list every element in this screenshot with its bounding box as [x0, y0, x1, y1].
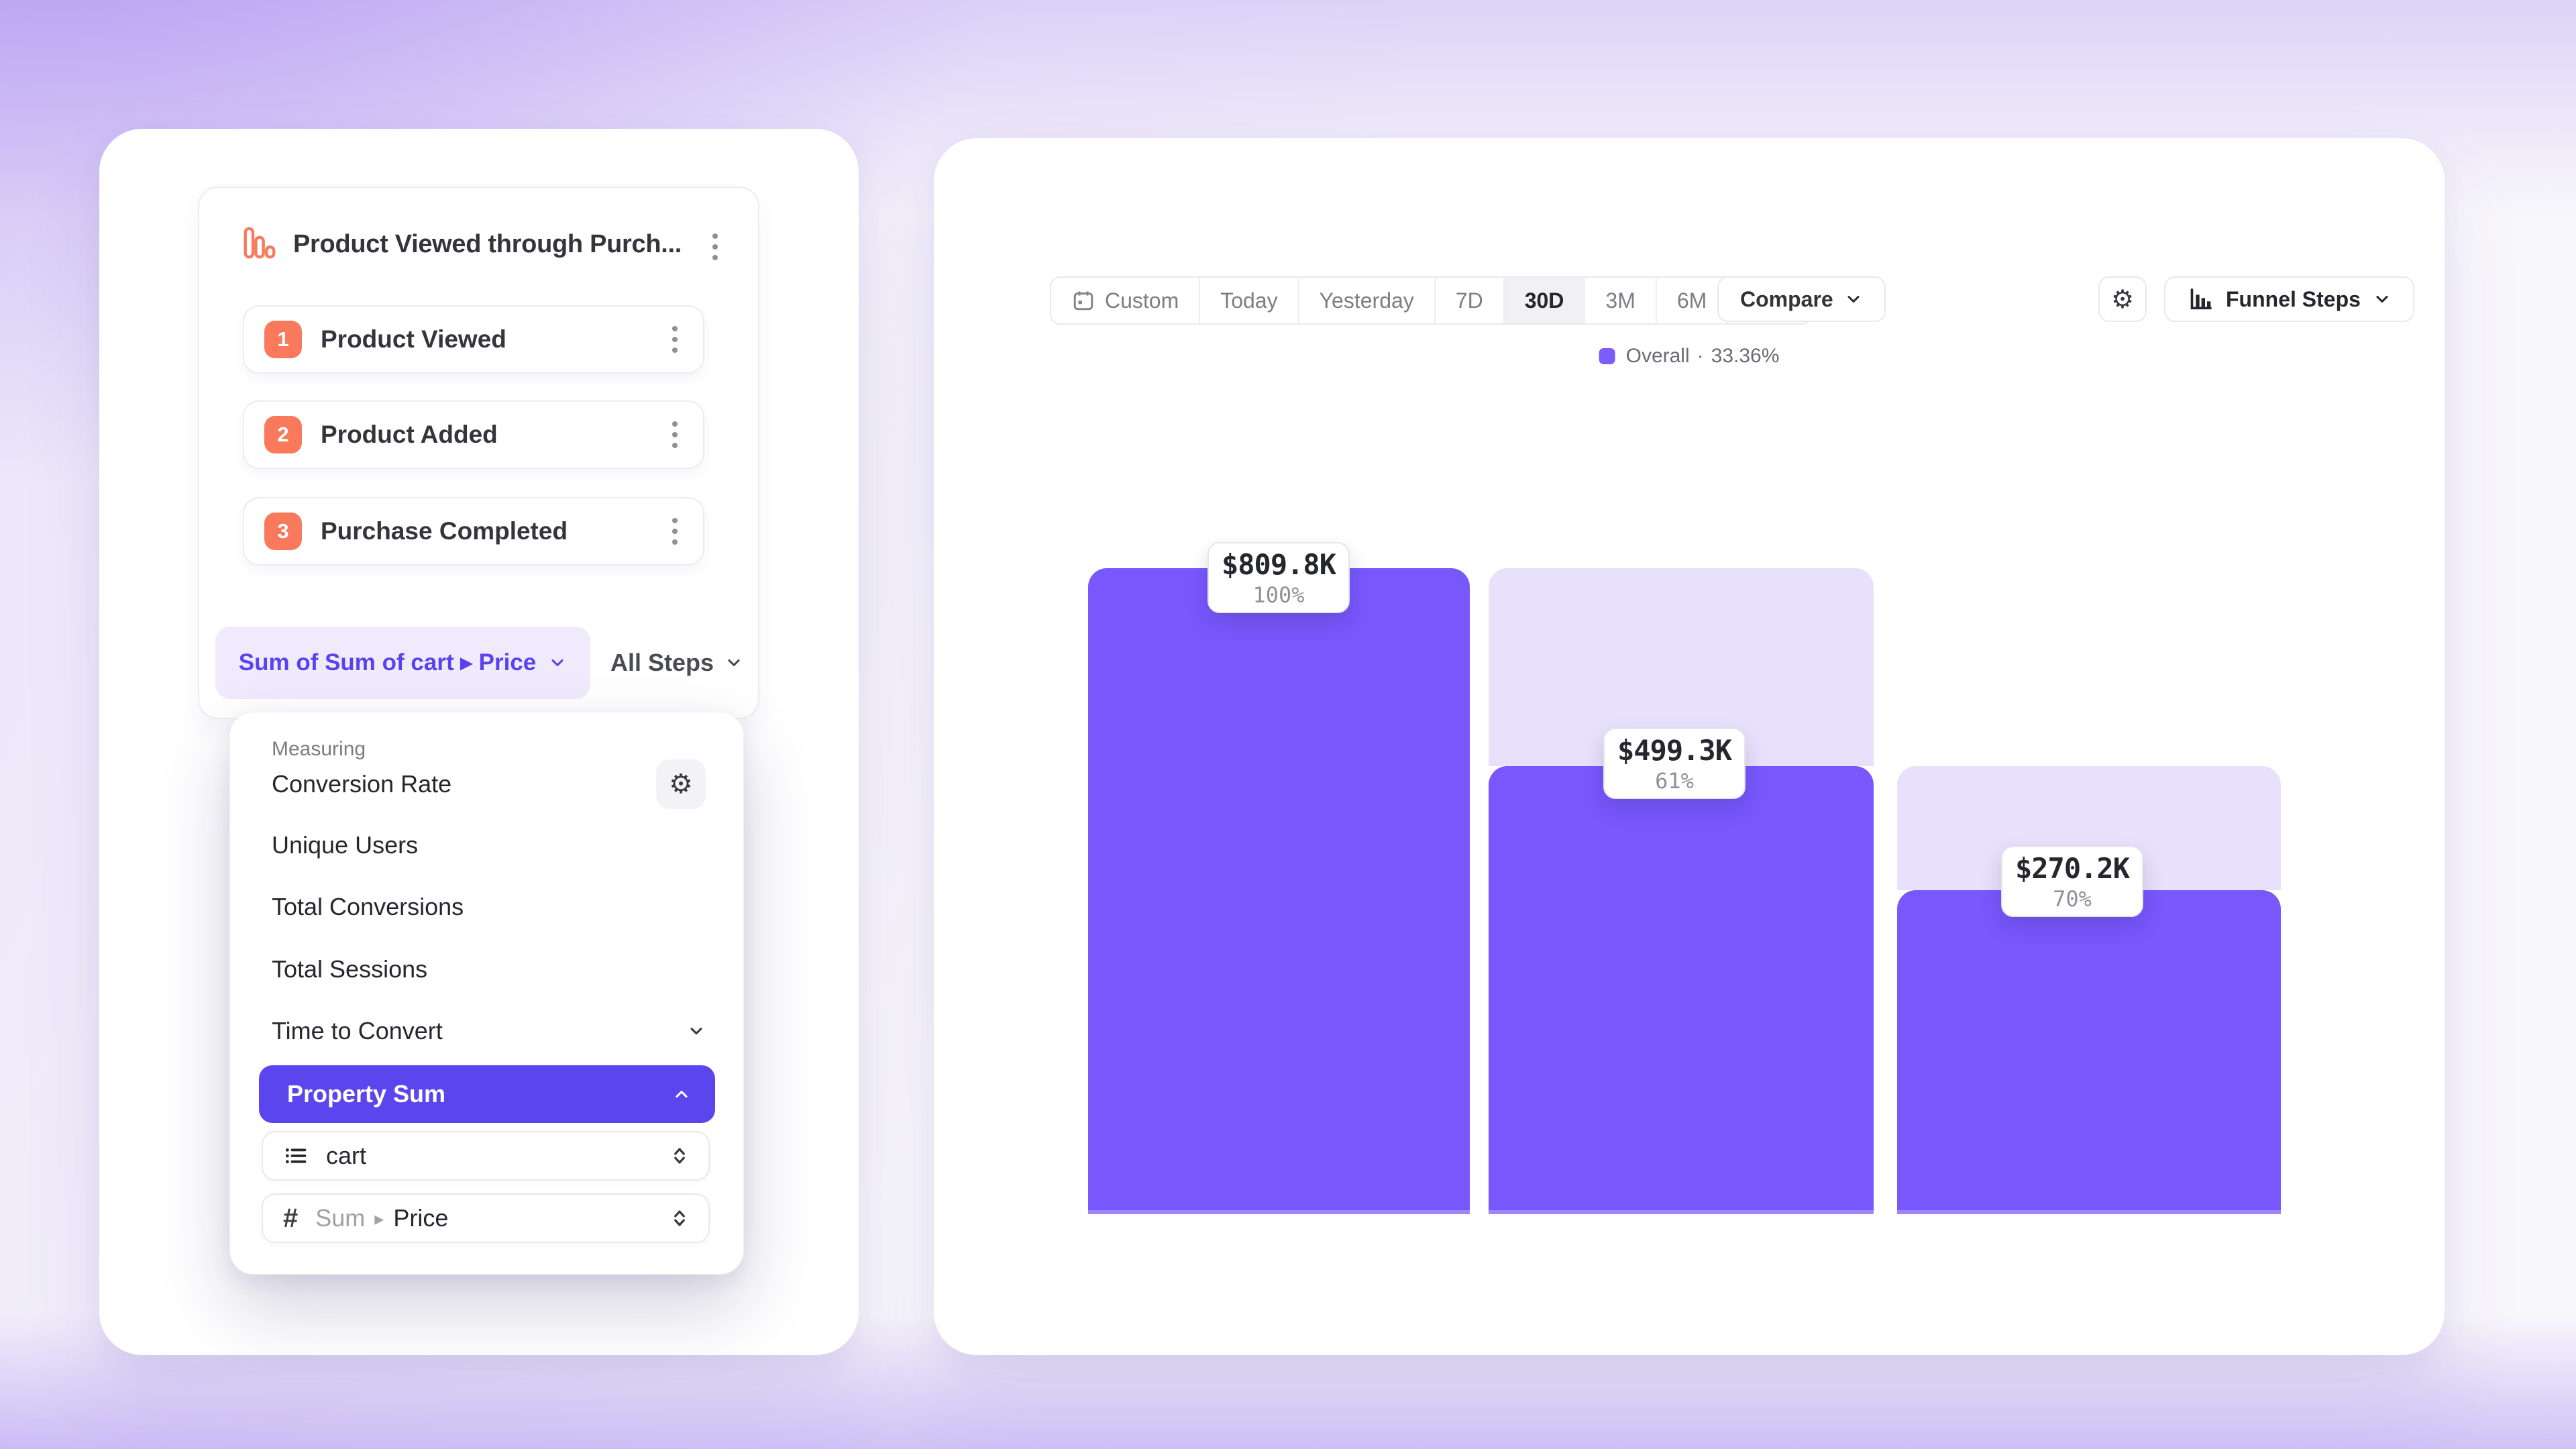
funnel-chart-icon — [242, 225, 277, 260]
date-range-label: Custom — [1105, 288, 1179, 313]
step-label: Purchase Completed — [321, 517, 568, 545]
date-range-30d-selected[interactable]: 30D — [1504, 278, 1586, 323]
menu-section-label: Measuring — [272, 738, 366, 760]
number-hash-icon: # — [283, 1203, 299, 1233]
unfold-selector-icon — [674, 1148, 685, 1164]
view-selector-label: Funnel Steps — [2226, 286, 2361, 311]
menu-item-unique-users[interactable]: Unique Users — [230, 816, 743, 875]
date-range-yesterday[interactable]: Yesterday — [1299, 278, 1436, 323]
steps-scope-dropdown[interactable]: All Steps — [606, 627, 747, 699]
funnel-bar-step3[interactable] — [1897, 890, 2281, 1214]
bar-value-tooltip-step2: $499.3K 61% — [1603, 728, 1746, 799]
bar-value-tooltip-step1: $809.8K 100% — [1208, 542, 1350, 613]
list-icon — [283, 1143, 309, 1169]
menu-item-label: Total Conversions — [272, 893, 464, 920]
funnel-step-row-3[interactable]: 3 Purchase Completed — [243, 497, 704, 566]
date-range-label: Yesterday — [1319, 288, 1414, 313]
date-range-6m[interactable]: 6M — [1656, 278, 1729, 323]
date-range-control: Custom Today Yesterday 7D 30D 3M 6M 12M — [1050, 276, 1812, 325]
funnel-bar-step2[interactable] — [1489, 766, 1874, 1214]
date-range-label: 30D — [1524, 288, 1564, 313]
gear-icon: ⚙ — [669, 769, 693, 800]
legend-separator: · — [1697, 345, 1704, 367]
legend-series-label: Overall — [1625, 345, 1690, 367]
compare-label: Compare — [1740, 286, 1833, 311]
bar-percent: 61% — [1655, 767, 1694, 794]
step-menu-button[interactable] — [667, 321, 683, 358]
funnel-bar-step1[interactable] — [1088, 568, 1470, 1214]
date-range-custom[interactable]: Custom — [1051, 278, 1201, 323]
funnel-header: Product Viewed through Purch... — [199, 216, 758, 272]
date-range-label: Today — [1220, 288, 1278, 313]
date-range-label: 6M — [1676, 288, 1707, 313]
chart-panel: Custom Today Yesterday 7D 30D 3M 6M 12M … — [934, 138, 2445, 1355]
menu-item-time-to-convert[interactable]: Time to Convert — [230, 1002, 743, 1061]
step-label: Product Viewed — [321, 325, 506, 353]
conversion-rate-settings-button[interactable]: ⚙ — [656, 759, 706, 809]
calendar-icon — [1073, 291, 1093, 311]
menu-item-label: Conversion Rate — [272, 770, 452, 798]
bar-percent: 100% — [1252, 582, 1305, 608]
metric-dropdown[interactable]: Sum of Sum of cart ▸ Price — [215, 627, 590, 699]
funnel-step-row-2[interactable]: 2 Product Added — [243, 400, 704, 469]
funnel-title: Product Viewed through Purch... — [293, 230, 682, 258]
chevron-down-icon — [690, 1027, 702, 1035]
compare-dropdown[interactable]: Compare — [1717, 276, 1886, 322]
aggregation-value: Price — [393, 1204, 449, 1232]
date-range-3m[interactable]: 3M — [1585, 278, 1657, 323]
bar-value: $499.3K — [1617, 733, 1732, 767]
aggregation-prefix: Sum — [315, 1204, 366, 1232]
funnel-builder-panel: Product Viewed through Purch... 1 Produc… — [99, 129, 859, 1355]
date-range-label: 3M — [1605, 288, 1635, 313]
date-range-today[interactable]: Today — [1200, 278, 1299, 323]
bar-value: $809.8K — [1221, 547, 1336, 581]
chevron-up-icon — [676, 1090, 688, 1098]
date-range-7d[interactable]: 7D — [1435, 278, 1505, 323]
property-select-value: cart — [326, 1142, 367, 1169]
step-number-badge: 3 — [264, 513, 302, 550]
menu-item-total-conversions[interactable]: Total Conversions — [230, 877, 743, 936]
step-menu-button[interactable] — [667, 416, 683, 453]
property-select-field[interactable]: cart — [262, 1131, 710, 1181]
step-menu-button[interactable] — [667, 513, 683, 550]
bar-value-tooltip-step3: $270.2K 70% — [2001, 846, 2143, 917]
funnel-definition-card: Product Viewed through Purch... 1 Produc… — [198, 186, 759, 719]
unfold-selector-icon — [674, 1210, 685, 1226]
step-number-badge: 2 — [264, 416, 302, 453]
chevron-down-icon — [1847, 295, 1860, 303]
bar-chart-axis-icon — [2187, 286, 2214, 313]
gear-icon: ⚙ — [2110, 284, 2135, 314]
chart-legend[interactable]: Overall · 33.36% — [1599, 345, 1780, 368]
steps-scope-label: All Steps — [610, 649, 714, 676]
menu-item-conversion-rate[interactable]: Conversion Rate ⚙ — [230, 755, 743, 814]
aggregation-select-field[interactable]: # Sum ▸ Price — [262, 1193, 710, 1243]
menu-item-label: Time to Convert — [272, 1017, 443, 1044]
metric-dropdown-label: Sum of Sum of cart ▸ Price — [238, 649, 537, 676]
aggregation-value-group: Sum ▸ Price — [315, 1204, 448, 1232]
menu-item-label: Property Sum — [287, 1080, 446, 1108]
chevron-down-icon — [551, 659, 564, 667]
funnel-menu-button[interactable] — [707, 228, 723, 266]
breadcrumb-separator: ▸ — [374, 1208, 384, 1229]
step-number-badge: 1 — [264, 321, 302, 358]
chevron-down-icon — [728, 659, 740, 667]
measuring-dropdown-panel: Measuring Conversion Rate ⚙ Unique Users… — [229, 712, 744, 1275]
view-selector-dropdown[interactable]: Funnel Steps — [2164, 276, 2414, 322]
step-label: Product Added — [321, 421, 498, 448]
bar-value: $270.2K — [2015, 851, 2130, 885]
menu-item-label: Total Sessions — [272, 955, 428, 983]
menu-item-label: Unique Users — [272, 831, 419, 859]
funnel-step-row-1[interactable]: 1 Product Viewed — [243, 305, 704, 374]
legend-value: 33.36% — [1711, 345, 1780, 367]
menu-item-property-sum-selected[interactable]: Property Sum — [259, 1065, 715, 1123]
menu-item-total-sessions[interactable]: Total Sessions — [230, 940, 743, 999]
bar-percent: 70% — [2053, 885, 2092, 912]
date-range-label: 7D — [1455, 288, 1483, 313]
chevron-down-icon — [2376, 295, 2388, 303]
chart-settings-button[interactable]: ⚙ — [2098, 276, 2147, 322]
legend-swatch — [1599, 348, 1615, 364]
legend-text: Overall · 33.36% — [1626, 345, 1780, 368]
